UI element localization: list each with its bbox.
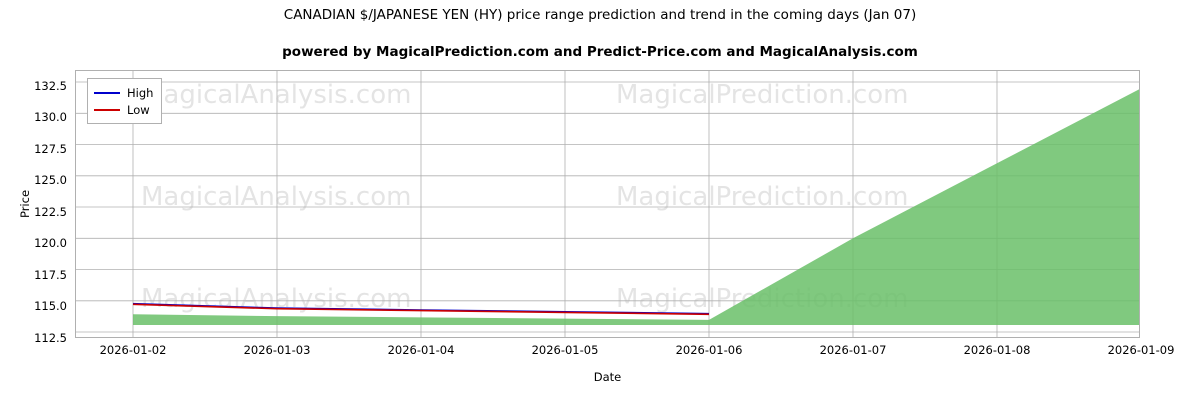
legend-swatch-low [94,108,120,111]
watermark-text: MagicalPrediction.com [616,80,909,110]
range-band-area [133,89,1139,325]
x-tick-label: 2026-01-05 [531,343,599,357]
y-tick-label: 130.0 [34,110,67,124]
x-axis-label: Date [593,370,622,384]
chart-svg: MagicalAnalysis.com MagicalPrediction.co… [76,71,1139,337]
x-tick-label: 2026-01-03 [243,343,311,357]
legend-item-low: Low [94,101,153,118]
y-tick-label: 122.5 [34,205,67,219]
y-tick-label: 125.0 [34,173,67,187]
y-tick-label: 127.5 [34,142,67,156]
legend-label-low: Low [127,102,150,117]
y-tick-label: 112.5 [34,331,67,345]
series-low-line [132,303,710,316]
chart-legend: High Low [87,78,163,124]
plot-area: MagicalAnalysis.com MagicalPrediction.co… [75,70,1140,338]
y-tick-label: 117.5 [34,268,67,282]
legend-item-high: High [94,84,153,101]
legend-label-high: High [127,85,154,100]
y-tick-label: 120.0 [34,236,67,250]
x-tick-label: 2026-01-04 [387,343,455,357]
x-tick-label: 2026-01-02 [99,343,167,357]
watermark-text: MagicalAnalysis.com [141,80,411,110]
y-tick-label: 132.5 [34,79,67,93]
chart-subtitle: powered by MagicalPrediction.com and Pre… [282,44,918,60]
x-tick-label: 2026-01-07 [819,343,887,357]
page-title: CANADIAN $/JAPANESE YEN (HY) price range… [283,7,917,23]
watermark-text: MagicalPrediction.com [616,182,909,212]
legend-swatch-high [94,91,120,94]
y-tick-label: 115.0 [34,299,67,313]
y-axis-label: Price [18,189,32,219]
x-tick-label: 2026-01-06 [675,343,743,357]
x-tick-label: 2026-01-09 [1107,343,1175,357]
x-tick-label: 2026-01-08 [963,343,1031,357]
watermark-text: MagicalAnalysis.com [141,182,411,212]
